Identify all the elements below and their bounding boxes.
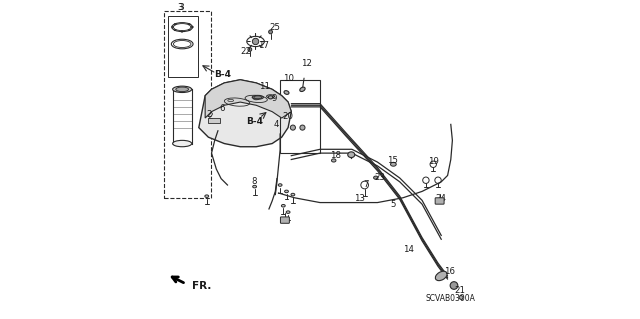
Text: B-4: B-4 bbox=[246, 117, 264, 126]
Text: 14: 14 bbox=[403, 245, 414, 254]
Ellipse shape bbox=[300, 87, 305, 92]
Text: 7: 7 bbox=[364, 180, 369, 189]
FancyArrowPatch shape bbox=[259, 36, 261, 38]
Ellipse shape bbox=[435, 271, 447, 281]
Polygon shape bbox=[459, 295, 463, 300]
Ellipse shape bbox=[374, 176, 378, 179]
Text: 17: 17 bbox=[258, 41, 269, 50]
Text: 3: 3 bbox=[179, 4, 184, 12]
Ellipse shape bbox=[291, 193, 295, 196]
Circle shape bbox=[291, 125, 296, 130]
Text: 11: 11 bbox=[259, 82, 269, 91]
Ellipse shape bbox=[390, 162, 396, 166]
Ellipse shape bbox=[268, 96, 273, 99]
Text: 15: 15 bbox=[387, 156, 398, 165]
Text: 9: 9 bbox=[271, 94, 276, 103]
FancyBboxPatch shape bbox=[164, 11, 211, 198]
Ellipse shape bbox=[348, 152, 355, 158]
Text: 25: 25 bbox=[269, 23, 280, 32]
Text: 8: 8 bbox=[252, 177, 257, 186]
Text: 6: 6 bbox=[219, 104, 225, 113]
Text: 24: 24 bbox=[435, 194, 446, 203]
Text: 19: 19 bbox=[428, 157, 438, 166]
Ellipse shape bbox=[284, 91, 289, 94]
Ellipse shape bbox=[332, 159, 336, 162]
Circle shape bbox=[300, 125, 305, 130]
Text: 21: 21 bbox=[454, 286, 465, 295]
Ellipse shape bbox=[173, 140, 192, 147]
Text: 3: 3 bbox=[177, 4, 183, 12]
Text: 2: 2 bbox=[207, 112, 212, 121]
Ellipse shape bbox=[282, 204, 285, 207]
FancyArrowPatch shape bbox=[259, 45, 261, 47]
Circle shape bbox=[450, 282, 458, 289]
Text: 10: 10 bbox=[283, 74, 294, 83]
Polygon shape bbox=[199, 80, 291, 147]
Ellipse shape bbox=[176, 87, 189, 92]
Ellipse shape bbox=[285, 190, 289, 193]
FancyBboxPatch shape bbox=[280, 217, 289, 223]
Text: FR.: FR. bbox=[193, 280, 212, 291]
Text: 22: 22 bbox=[241, 47, 252, 56]
FancyBboxPatch shape bbox=[208, 118, 220, 123]
Circle shape bbox=[252, 38, 259, 45]
Text: 5: 5 bbox=[390, 200, 396, 209]
Text: B-4: B-4 bbox=[214, 70, 231, 79]
Ellipse shape bbox=[205, 195, 209, 197]
Ellipse shape bbox=[253, 185, 257, 188]
Ellipse shape bbox=[252, 95, 264, 99]
Text: 18: 18 bbox=[330, 151, 341, 160]
Polygon shape bbox=[205, 80, 291, 118]
Text: 13: 13 bbox=[355, 194, 365, 203]
Text: 2: 2 bbox=[206, 110, 212, 119]
Text: 20: 20 bbox=[283, 112, 294, 121]
Ellipse shape bbox=[278, 184, 282, 186]
Circle shape bbox=[248, 48, 252, 51]
Ellipse shape bbox=[254, 96, 262, 99]
Ellipse shape bbox=[286, 211, 290, 213]
FancyBboxPatch shape bbox=[168, 16, 198, 77]
FancyBboxPatch shape bbox=[435, 198, 444, 204]
Ellipse shape bbox=[173, 86, 192, 93]
Text: SCVAB0300A: SCVAB0300A bbox=[425, 294, 475, 303]
FancyArrowPatch shape bbox=[250, 36, 252, 38]
Text: 23: 23 bbox=[374, 173, 385, 182]
Text: 4: 4 bbox=[273, 120, 279, 129]
Circle shape bbox=[269, 30, 273, 34]
FancyArrowPatch shape bbox=[250, 45, 252, 47]
Text: 12: 12 bbox=[301, 59, 312, 68]
Text: 16: 16 bbox=[444, 267, 455, 276]
